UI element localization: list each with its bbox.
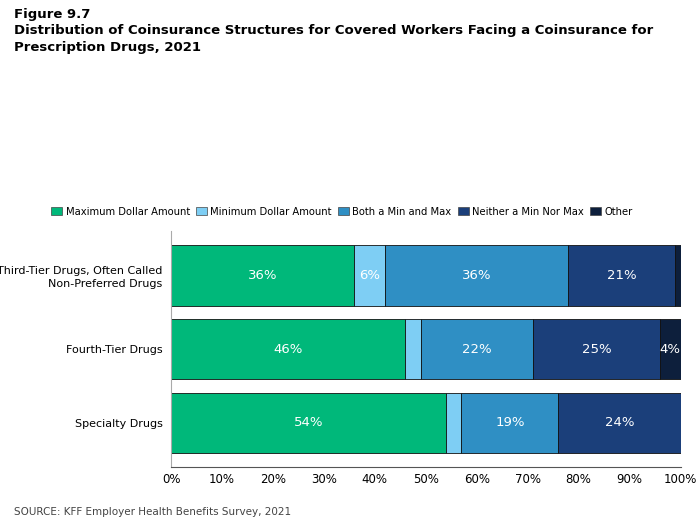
Text: 4%: 4% [660, 343, 681, 355]
Bar [406, 319, 421, 380]
Text: 6%: 6% [359, 269, 380, 282]
Bar [355, 245, 385, 306]
Text: 21%: 21% [607, 269, 637, 282]
Bar [385, 245, 568, 306]
Bar [171, 393, 446, 453]
Text: 22%: 22% [462, 343, 491, 355]
Bar [558, 393, 681, 453]
Text: 24%: 24% [604, 416, 634, 429]
Legend: Maximum Dollar Amount, Minimum Dollar Amount, Both a Min and Max, Neither a Min : Maximum Dollar Amount, Minimum Dollar Am… [51, 206, 632, 216]
Text: 19%: 19% [495, 416, 525, 429]
Text: 36%: 36% [248, 269, 278, 282]
Bar [568, 245, 676, 306]
Bar [171, 245, 355, 306]
Text: 46%: 46% [274, 343, 303, 355]
Text: 25%: 25% [581, 343, 611, 355]
Text: SOURCE: KFF Employer Health Benefits Survey, 2021: SOURCE: KFF Employer Health Benefits Sur… [14, 507, 291, 517]
Text: 36%: 36% [462, 269, 491, 282]
Text: Figure 9.7: Figure 9.7 [14, 8, 90, 21]
Text: Distribution of Coinsurance Structures for Covered Workers Facing a Coinsurance : Distribution of Coinsurance Structures f… [14, 24, 653, 54]
Bar [421, 319, 533, 380]
Bar [676, 245, 681, 306]
Text: 54%: 54% [294, 416, 323, 429]
Bar [446, 393, 461, 453]
Bar [660, 319, 681, 380]
Bar [461, 393, 558, 453]
Bar [171, 319, 406, 380]
Bar [533, 319, 660, 380]
